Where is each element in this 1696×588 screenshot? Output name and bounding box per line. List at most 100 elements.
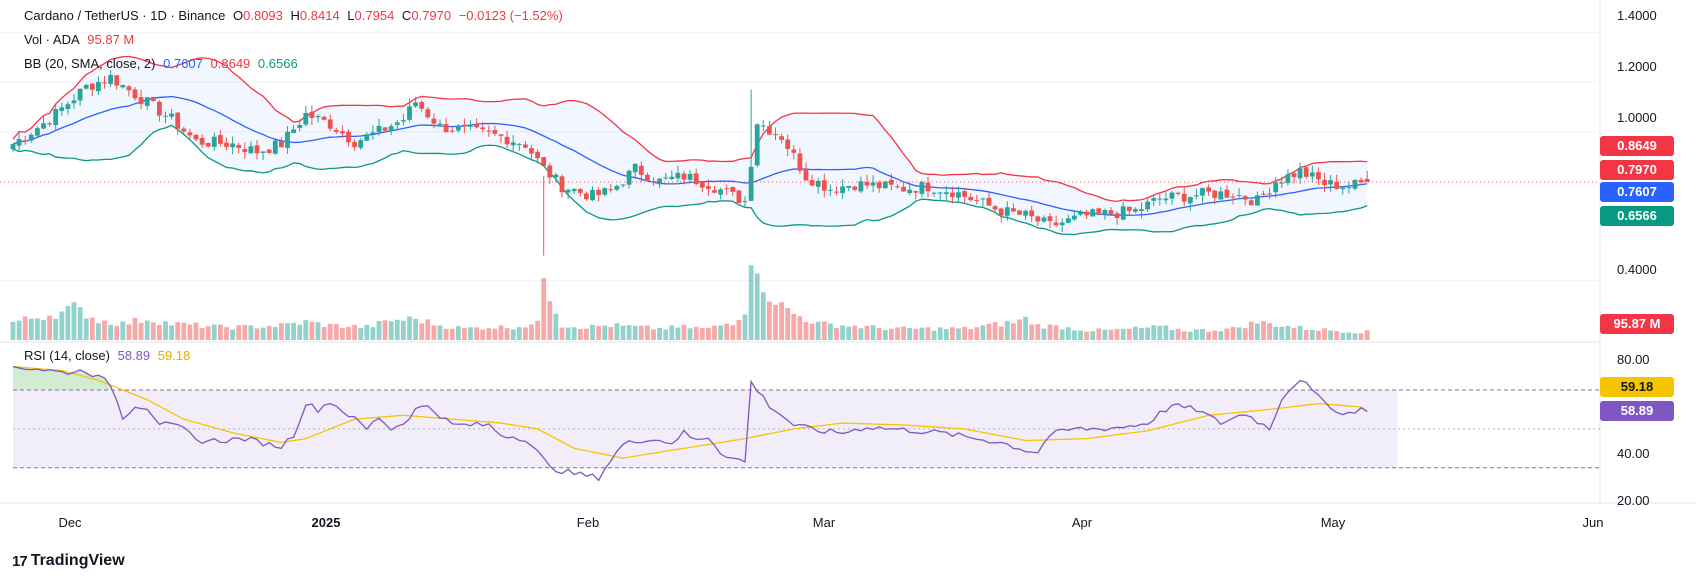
volume-bar [108, 324, 113, 340]
candle-body [693, 173, 699, 185]
candle-body [1212, 190, 1218, 198]
tradingview-brand[interactable]: 17 TradingView [12, 552, 125, 570]
candle-body [16, 139, 22, 146]
volume-bar [1255, 323, 1260, 340]
candle-body [876, 182, 882, 189]
candle-body [108, 74, 113, 84]
candle-body [193, 134, 199, 140]
candle-body [1285, 174, 1291, 184]
volume-bar [327, 323, 333, 340]
rsi-ma-tag: 59.18 [1600, 377, 1674, 397]
volume-bar [791, 314, 797, 340]
candle-body [889, 179, 894, 185]
volume-bar [1017, 319, 1022, 340]
volume-bar [157, 324, 162, 340]
volume-bar [22, 316, 28, 340]
candle-body [584, 193, 589, 200]
time-axis-tick: Dec [58, 515, 82, 530]
candle-body [901, 186, 906, 192]
volume-bar [1035, 324, 1041, 340]
volume-bar [1187, 331, 1193, 340]
volume-bar [565, 327, 571, 340]
candle-body [742, 201, 748, 203]
volume-bar [1230, 326, 1236, 340]
volume-bar [1004, 320, 1010, 340]
candle-body [1126, 206, 1132, 211]
volume-bar [16, 320, 22, 340]
candle-body [272, 140, 278, 154]
time-axis-tick: Jun [1582, 515, 1604, 530]
candle-body [1352, 179, 1358, 189]
volume-bar [248, 325, 254, 340]
candle-body [157, 101, 162, 116]
candle-body [687, 174, 693, 180]
candle-body [1169, 192, 1175, 199]
rsi-axis-tick: 80.00 [1617, 352, 1650, 367]
candle-body [913, 191, 919, 193]
volume-bar [943, 329, 949, 340]
candle-body [1334, 181, 1340, 189]
volume-bar [950, 327, 955, 340]
candle-body [943, 192, 949, 195]
volume-bar [797, 316, 803, 340]
candle-body [254, 145, 260, 154]
volume-bar [480, 329, 486, 340]
low-label: L [347, 8, 355, 23]
candle-body [529, 148, 534, 154]
rsi-overbought-fill [13, 366, 111, 390]
volume-bar [535, 320, 540, 340]
candle-body [321, 116, 327, 120]
high-value: 0.8414 [299, 8, 340, 23]
candle-body [950, 192, 955, 197]
volume-bar [809, 323, 815, 340]
candle-body [1346, 187, 1352, 189]
candle-body [1072, 215, 1077, 220]
volume-bar [401, 320, 406, 340]
candle-body [632, 163, 638, 173]
candle-body [516, 143, 522, 145]
volume-bar [907, 328, 913, 340]
volume-bar [279, 323, 284, 340]
volume-bar [83, 318, 89, 340]
volume-bar [1157, 325, 1163, 340]
volume-bar [614, 323, 620, 340]
volume-bar [1120, 328, 1126, 340]
candle-body [65, 104, 71, 109]
volume-bar [498, 325, 504, 340]
volume-bar [937, 327, 943, 340]
volume-bar [1194, 329, 1199, 340]
volume-bar [931, 330, 937, 340]
volume-bar [962, 326, 967, 340]
volume-bar [230, 329, 235, 340]
low-value: 0.7954 [354, 8, 395, 23]
candle-body [1206, 187, 1211, 192]
volume-bar [303, 320, 309, 340]
candle-body [474, 124, 479, 128]
candle-body [773, 134, 778, 136]
candle-body [1023, 210, 1028, 216]
volume-bar [992, 321, 998, 340]
candle-body [1200, 188, 1205, 196]
candle-body [431, 118, 437, 124]
volume-bar [175, 322, 181, 340]
candle-body [242, 149, 248, 153]
candle-body [352, 141, 357, 148]
candle-body [175, 112, 181, 129]
candle-body [559, 176, 565, 193]
candle-body [1316, 172, 1321, 180]
candle-body [992, 206, 998, 210]
candle-body [1004, 207, 1010, 216]
volume-bar [1291, 327, 1297, 340]
candle-body [71, 100, 77, 104]
volume-bar [1151, 325, 1157, 340]
volume-bar [1218, 331, 1224, 340]
rsi-axis-tick: 20.00 [1617, 493, 1650, 508]
volume-bar [114, 325, 120, 340]
candle-body [248, 146, 254, 154]
candle-body [22, 140, 28, 142]
volume-bar [321, 326, 327, 340]
candle-body [724, 188, 730, 190]
high-label: H [290, 8, 300, 23]
volume-bar [71, 302, 77, 340]
